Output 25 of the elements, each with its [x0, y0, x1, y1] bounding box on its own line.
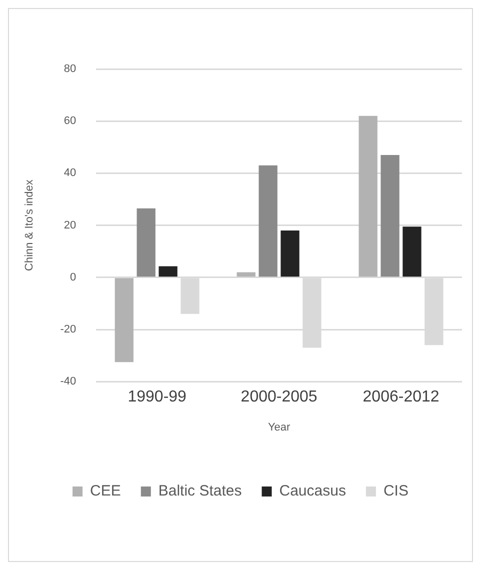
bar — [380, 154, 400, 277]
y-tick-label: 0 — [70, 271, 76, 284]
bar — [158, 266, 178, 277]
y-tick-label: 80 — [64, 63, 76, 76]
bar — [136, 208, 156, 277]
bar — [280, 230, 300, 277]
y-axis-title: Chinn & Ito's index — [24, 179, 36, 271]
y-tick-label: -20 — [60, 324, 76, 336]
x-tick-label: 2000-2005 — [240, 388, 318, 406]
x-axis-title: Year — [268, 421, 290, 434]
bar — [358, 116, 378, 277]
y-tick-label: -40 — [60, 376, 76, 388]
bar — [114, 278, 134, 362]
bar — [402, 226, 422, 277]
legend-label: Caucasus — [279, 482, 346, 500]
legend-label: Baltic States — [158, 482, 242, 500]
legend-label: CEE — [90, 482, 121, 500]
x-tick-label: 2006-2012 — [362, 388, 440, 406]
y-tick-label: 20 — [64, 219, 76, 232]
y-tick-label: 60 — [64, 115, 76, 128]
x-tick-label: 1990-99 — [128, 388, 187, 406]
bar — [236, 272, 256, 277]
y-tick-label: 40 — [64, 167, 76, 180]
legend-label: CIS — [383, 482, 408, 500]
bar — [258, 165, 278, 277]
